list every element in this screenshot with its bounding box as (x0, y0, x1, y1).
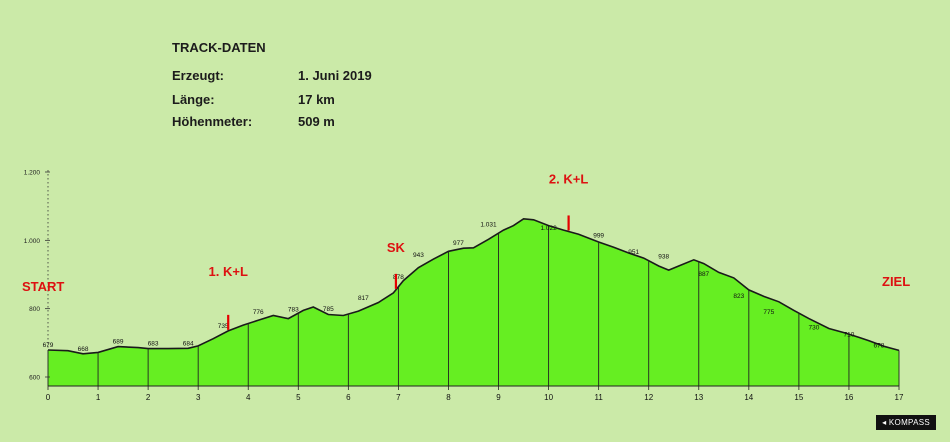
x-tick-label-4: 4 (246, 393, 251, 402)
x-tick-label-16: 16 (844, 393, 853, 402)
length-value: 17 km (298, 92, 335, 107)
profile-area (48, 218, 899, 386)
elevation-label-10: 878 (393, 274, 404, 281)
marker-label-2: 2. K+L (549, 171, 588, 186)
elevation-label-1: 668 (78, 346, 89, 353)
x-tick-label-9: 9 (496, 393, 501, 402)
elevation-label-9: 817 (358, 295, 369, 302)
elevation-label-8: 785 (323, 306, 334, 313)
created-label: Erzeugt: (172, 68, 224, 83)
x-tick-label-7: 7 (396, 393, 401, 402)
elevation-label-19: 823 (733, 293, 744, 300)
elevation-label-5: 735 (218, 323, 229, 330)
point-labels-group: 679 668 689 683 684 735 776 783 785 817 878 943 977 1… (43, 222, 885, 353)
markers-group: 1. K+L SK 2. K+L (209, 171, 588, 330)
x-tick-label-11: 11 (594, 393, 603, 402)
elevation-label-4: 684 (183, 340, 194, 347)
elevation-label-20: 775 (763, 309, 774, 316)
marker-label-1: SK (387, 240, 406, 255)
y-tick-label-800: 800 (29, 306, 40, 313)
kompass-brand-text: KOMPASS (888, 418, 930, 427)
elevation-label-13: 1.031 (480, 222, 497, 229)
x-tick-label-15: 15 (794, 393, 803, 402)
x-tick-label-1: 1 (96, 393, 101, 402)
created-value: 1. Juni 2019 (298, 68, 372, 83)
elevation-label-12: 977 (453, 240, 464, 247)
grid-group (47, 225, 900, 386)
length-label: Länge: (172, 92, 215, 107)
x-tick-label-10: 10 (544, 393, 553, 402)
x-tick-label-2: 2 (146, 393, 151, 402)
elevation-label-6: 776 (253, 309, 264, 316)
x-tick-label-5: 5 (296, 393, 301, 402)
elevation-label-22: 710 (844, 331, 855, 338)
elevation-label-15: 999 (593, 233, 604, 240)
elevation-label-17: 938 (658, 254, 669, 261)
x-tick-label-14: 14 (744, 393, 753, 402)
profile-line (47, 217, 900, 355)
elevation-label-14: 1.022 (540, 225, 557, 232)
y-tick-label-1000: 1.000 (24, 238, 41, 245)
profile-area-group (47, 217, 900, 386)
x-tick-label-17: 17 (895, 393, 904, 402)
kompass-logo: ◂ KOMPASS (876, 415, 936, 430)
end-label: ZIEL (882, 274, 910, 289)
track-info-title: TRACK-DATEN (172, 40, 266, 55)
marker-label-0: 1. K+L (209, 264, 248, 279)
elevation-label-2: 689 (113, 339, 124, 346)
x-tick-label-8: 8 (446, 393, 451, 402)
elevation-label-3: 683 (148, 341, 159, 348)
elevation-label-21: 730 (808, 325, 819, 332)
start-label: START (22, 279, 64, 294)
x-tick-label-3: 3 (196, 393, 201, 402)
elevation-label-16: 951 (628, 249, 639, 256)
x-tick-label-12: 12 (644, 393, 653, 402)
elevation-label-23: 678 (874, 342, 885, 349)
elevation-label-18: 887 (698, 271, 709, 278)
ascent-label: Höhenmeter: (172, 114, 253, 129)
elevation-label-0: 679 (43, 342, 54, 349)
y-tick-label-1200: 1.200 (24, 170, 41, 177)
x-tick-label-13: 13 (694, 393, 703, 402)
elevation-label-11: 943 (413, 252, 424, 259)
ascent-value: 509 m (298, 114, 335, 129)
y-tick-label-600: 600 (29, 375, 40, 382)
x-tick-label-6: 6 (346, 393, 351, 402)
x-tick-label-0: 0 (46, 393, 51, 402)
elevation-label-7: 783 (288, 306, 299, 313)
kompass-arrow-icon: ◂ (882, 418, 889, 427)
